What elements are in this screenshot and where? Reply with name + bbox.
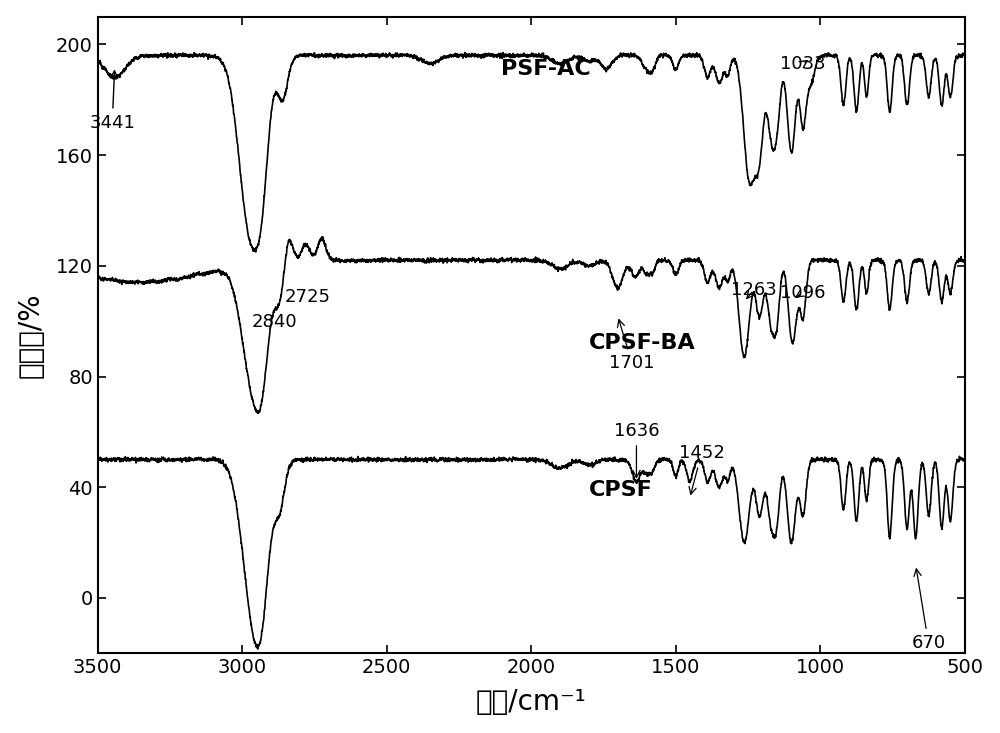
Text: 1636: 1636 [614, 422, 659, 478]
Text: 1263: 1263 [731, 281, 776, 299]
Text: CPSF: CPSF [589, 480, 653, 500]
Text: 1701: 1701 [609, 320, 655, 372]
Text: 3441: 3441 [89, 71, 135, 131]
Text: 1452: 1452 [679, 444, 725, 494]
Y-axis label: 吸光度/%: 吸光度/% [17, 292, 45, 377]
Text: 2725: 2725 [284, 288, 330, 306]
Text: CPSF-BA: CPSF-BA [589, 334, 696, 353]
Text: 670: 670 [911, 569, 945, 652]
Text: PSF-AC: PSF-AC [501, 59, 591, 79]
Text: 2840: 2840 [251, 313, 297, 331]
Text: 1033: 1033 [780, 55, 825, 73]
X-axis label: 波长/cm⁻¹: 波长/cm⁻¹ [476, 688, 587, 716]
Text: 1096: 1096 [780, 284, 825, 302]
